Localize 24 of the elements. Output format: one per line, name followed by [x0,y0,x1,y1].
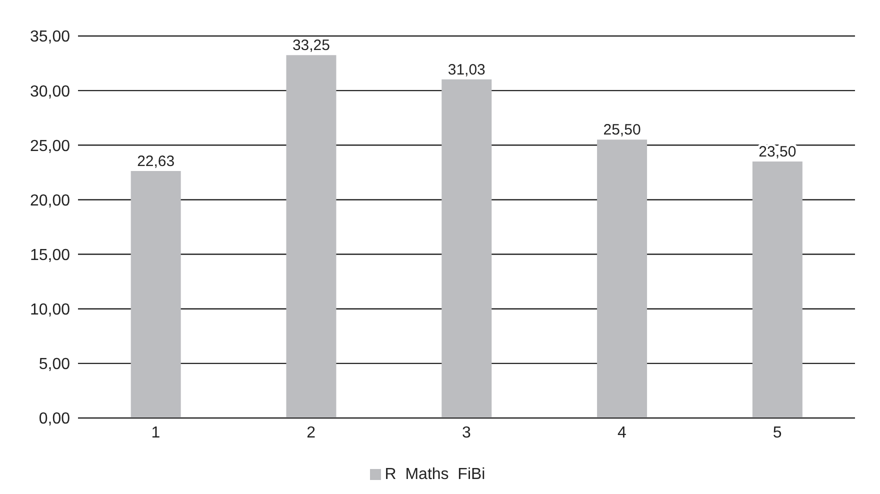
data-label: 33,25 [292,37,330,54]
data-label: 25,50 [603,122,641,139]
x-tick-label: 5 [772,424,782,442]
bar [752,162,802,418]
x-tick-label: 3 [462,424,472,442]
data-label: 22,63 [137,153,175,170]
x-tick-label: 4 [617,424,626,442]
bar [130,171,181,418]
x-tick-label: 1 [151,424,160,442]
x-tick-label: 2 [306,424,316,442]
legend-label: R Maths FiBi [384,466,486,483]
bar [442,79,492,418]
y-tick-label: 0,00 [38,410,70,428]
data-label: 23,50 [758,144,796,161]
y-tick-label: 10,00 [30,302,70,319]
y-tick-label: 30,00 [30,83,70,100]
y-tick-label: 15,00 [30,246,70,264]
y-tick-label: 20,00 [30,192,70,210]
y-tick-label: 25,00 [30,138,70,155]
bar [286,55,336,418]
data-label: 31,03 [448,61,486,78]
y-tick-label: 35,00 [30,28,70,46]
y-tick-label: 5,00 [38,356,70,374]
bar [597,140,648,418]
